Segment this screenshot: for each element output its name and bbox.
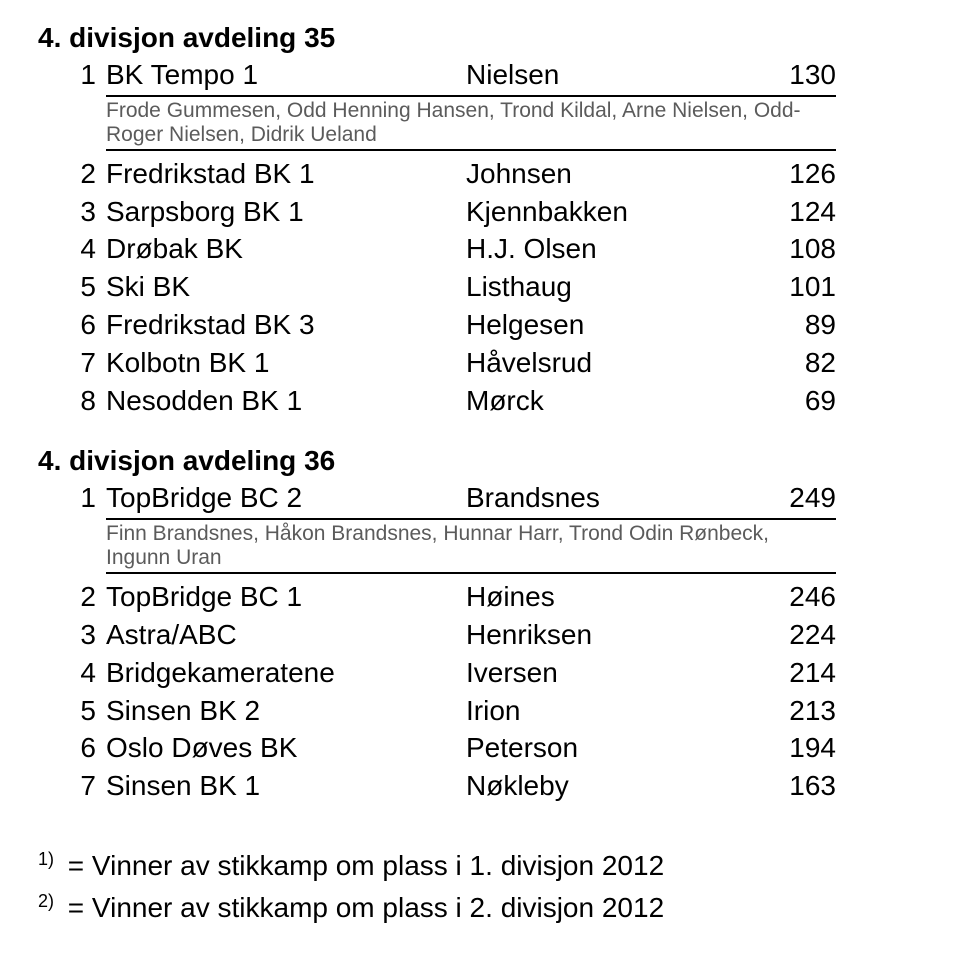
table-row: 2 TopBridge BC 1 Høines 246: [38, 578, 922, 616]
rank-cell: 6: [38, 306, 106, 344]
score-cell: 69: [736, 382, 836, 420]
leader-cell: Nøkleby: [466, 767, 736, 805]
rank-cell: 2: [38, 155, 106, 193]
rank-cell: 7: [38, 767, 106, 805]
table-row: 4 Bridgekameratene Iversen 214: [38, 654, 922, 692]
table-row: 5 Ski BK Listhaug 101: [38, 268, 922, 306]
score-cell: 130: [736, 56, 836, 97]
leader-cell: Kjennbakken: [466, 193, 736, 231]
rank-cell: 2: [38, 578, 106, 616]
team-cell: Oslo Døves BK: [106, 729, 466, 767]
table-row: 7 Sinsen BK 1 Nøkleby 163: [38, 767, 922, 805]
leader-cell: Brandsnes: [466, 479, 736, 520]
score-cell: 224: [736, 616, 836, 654]
leader-cell: Iversen: [466, 654, 736, 692]
team-cell: Sinsen BK 1: [106, 767, 466, 805]
leader-cell: Håvelsrud: [466, 344, 736, 382]
team-cell: TopBridge BC 1: [106, 578, 466, 616]
footnote-text: = Vinner av stikkamp om plass i 2. divis…: [68, 892, 664, 923]
score-cell: 214: [736, 654, 836, 692]
footnote: 2) = Vinner av stikkamp om plass i 2. di…: [38, 887, 922, 929]
table-row: 1 TopBridge BC 2 Brandsnes 249: [38, 479, 922, 520]
score-cell: 246: [736, 578, 836, 616]
leader-cell: Johnsen: [466, 155, 736, 193]
rank-cell: 5: [38, 268, 106, 306]
score-cell: 163: [736, 767, 836, 805]
section-title: 4. divisjon avdeling 35: [38, 22, 922, 54]
score-cell: 101: [736, 268, 836, 306]
table-row: 6 Oslo Døves BK Peterson 194: [38, 729, 922, 767]
score-cell: 194: [736, 729, 836, 767]
team-cell: Kolbotn BK 1: [106, 344, 466, 382]
table-row: 5 Sinsen BK 2 Irion 213: [38, 692, 922, 730]
table-row: 8 Nesodden BK 1 Mørck 69: [38, 382, 922, 420]
rank-cell: 1: [38, 56, 106, 94]
leader-cell: Mørck: [466, 382, 736, 420]
rank-cell: 5: [38, 692, 106, 730]
roster-text: Frode Gummesen, Odd Henning Hansen, Tron…: [106, 99, 836, 151]
table-row: 4 Drøbak BK H.J. Olsen 108: [38, 230, 922, 268]
team-cell: BK Tempo 1: [106, 56, 466, 97]
rank-cell: 3: [38, 616, 106, 654]
table-row: 2 Fredrikstad BK 1 Johnsen 126: [38, 155, 922, 193]
leader-cell: Irion: [466, 692, 736, 730]
team-cell: TopBridge BC 2: [106, 479, 466, 520]
team-cell: Ski BK: [106, 268, 466, 306]
team-cell: Sinsen BK 2: [106, 692, 466, 730]
section-title: 4. divisjon avdeling 36: [38, 445, 922, 477]
footnote-text: = Vinner av stikkamp om plass i 1. divis…: [68, 850, 664, 881]
score-cell: 213: [736, 692, 836, 730]
score-cell: 249: [736, 479, 836, 520]
table-row: 7 Kolbotn BK 1 Håvelsrud 82: [38, 344, 922, 382]
rank-cell: 8: [38, 382, 106, 420]
table-row: 3 Sarpsborg BK 1 Kjennbakken 124: [38, 193, 922, 231]
team-cell: Sarpsborg BK 1: [106, 193, 466, 231]
footnote-mark: 1): [38, 849, 60, 869]
rank-cell: 3: [38, 193, 106, 231]
table-row: 1 BK Tempo 1 Nielsen 130: [38, 56, 922, 97]
score-cell: 126: [736, 155, 836, 193]
team-cell: Fredrikstad BK 3: [106, 306, 466, 344]
page: 4. divisjon avdeling 35 1 BK Tempo 1 Nie…: [0, 0, 960, 959]
rank-cell: 7: [38, 344, 106, 382]
team-cell: Nesodden BK 1: [106, 382, 466, 420]
rank-cell: 4: [38, 230, 106, 268]
team-cell: Fredrikstad BK 1: [106, 155, 466, 193]
table-row: 6 Fredrikstad BK 3 Helgesen 89: [38, 306, 922, 344]
leader-cell: Helgesen: [466, 306, 736, 344]
leader-cell: Listhaug: [466, 268, 736, 306]
score-cell: 82: [736, 344, 836, 382]
team-cell: Bridgekameratene: [106, 654, 466, 692]
score-cell: 124: [736, 193, 836, 231]
leader-cell: Høines: [466, 578, 736, 616]
leader-cell: Nielsen: [466, 56, 736, 97]
footnote: 1) = Vinner av stikkamp om plass i 1. di…: [38, 845, 922, 887]
score-cell: 108: [736, 230, 836, 268]
rank-cell: 1: [38, 479, 106, 517]
rank-cell: 4: [38, 654, 106, 692]
leader-cell: H.J. Olsen: [466, 230, 736, 268]
footnote-mark: 2): [38, 891, 60, 911]
footnotes: 1) = Vinner av stikkamp om plass i 1. di…: [38, 845, 922, 929]
table-row: 3 Astra/ABC Henriksen 224: [38, 616, 922, 654]
roster-text: Finn Brandsnes, Håkon Brandsnes, Hunnar …: [106, 522, 836, 574]
rank-cell: 6: [38, 729, 106, 767]
team-cell: Astra/ABC: [106, 616, 466, 654]
leader-cell: Henriksen: [466, 616, 736, 654]
score-cell: 89: [736, 306, 836, 344]
team-cell: Drøbak BK: [106, 230, 466, 268]
leader-cell: Peterson: [466, 729, 736, 767]
